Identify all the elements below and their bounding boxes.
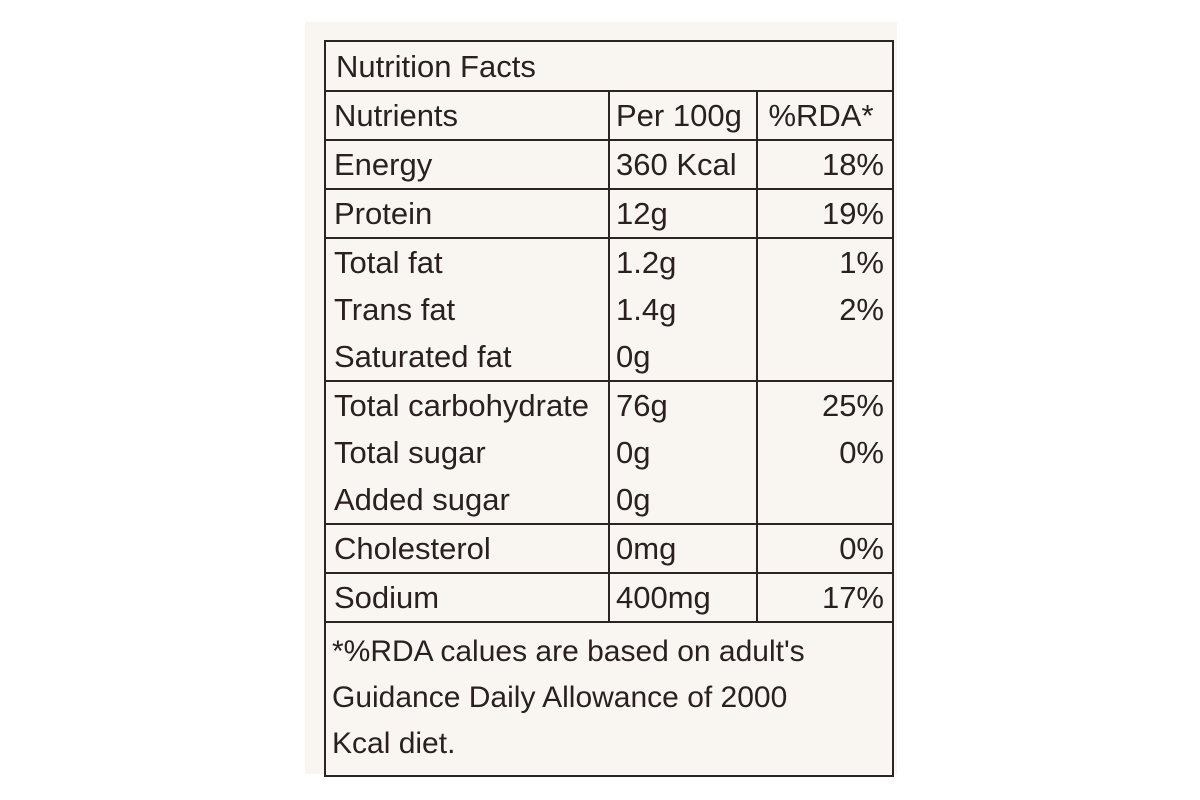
nutrient-amount: 0g	[609, 333, 758, 382]
table-row: Total fat 1.2g 1%	[326, 238, 892, 286]
table-row: Added sugar 0g	[326, 476, 892, 525]
nutrient-name: Added sugar	[326, 476, 610, 525]
nutrient-rda: 0%	[757, 524, 892, 574]
nutrient-name: Total carbohydrate	[326, 381, 610, 429]
table-row: Protein 12g 19%	[326, 189, 892, 239]
header-rda: %RDA*	[757, 92, 892, 141]
nutrient-name: Sodium	[326, 573, 610, 621]
nutrient-amount: 0g	[609, 429, 758, 476]
table-row: Total carbohydrate 76g 25%	[326, 381, 892, 429]
nutrient-amount: 0mg	[609, 524, 758, 574]
nutrient-rda: 25%	[821, 388, 884, 423]
rda-footnote: *%RDA calues are based on adult's Guidan…	[326, 621, 892, 775]
label-title: Nutrition Facts	[336, 48, 536, 84]
nutrient-rda	[757, 476, 892, 525]
nutrient-rda: 1%	[839, 245, 884, 280]
table-row: Total sugar 0g 0%	[326, 429, 892, 476]
nutrient-rda	[757, 333, 892, 382]
footnote-line: Kcal diet.	[332, 727, 456, 760]
nutrient-rda: 0%	[839, 435, 884, 470]
header-nutrients: Nutrients	[326, 92, 610, 141]
table-row: Cholesterol 0mg 0%	[326, 524, 892, 574]
nutrient-name: Protein	[326, 189, 610, 239]
footnote-line: Guidance Daily Allowance of 2000	[332, 681, 788, 714]
label-title-row: Nutrition Facts	[326, 42, 892, 92]
nutrient-amount: 360 Kcal	[609, 140, 758, 190]
header-per-100g: Per 100g	[609, 92, 758, 141]
nutrition-facts-label: Nutrition Facts Nutrients Per 100g %RDA*…	[324, 40, 894, 777]
table-row: Energy 360 Kcal 18%	[326, 140, 892, 190]
nutrient-amount: 1.2g	[609, 238, 758, 286]
nutrient-amount: 0g	[609, 476, 758, 525]
nutrient-amount: 400mg	[609, 573, 758, 621]
nutrient-rda: 2%	[839, 292, 884, 327]
nutrient-name: Trans fat	[326, 286, 610, 333]
nutrient-amount: 76g	[609, 381, 758, 429]
footnote-line: *%RDA calues are based on adult's	[332, 635, 805, 668]
table-header-row: Nutrients Per 100g %RDA*	[326, 92, 892, 141]
nutrient-name: Total sugar	[326, 429, 610, 476]
nutrient-name: Cholesterol	[326, 524, 610, 574]
nutrient-name: Saturated fat	[326, 333, 610, 382]
nutrient-rda: 17%	[821, 580, 884, 615]
nutrient-rda: 18%	[757, 140, 892, 190]
nutrition-table: Nutrients Per 100g %RDA* Energy 360 Kcal…	[326, 92, 892, 621]
nutrient-name: Energy	[326, 140, 610, 190]
nutrient-amount: 12g	[609, 189, 758, 239]
nutrient-rda: 19%	[757, 189, 892, 239]
table-row: Saturated fat 0g	[326, 333, 892, 382]
nutrient-amount: 1.4g	[609, 286, 758, 333]
nutrient-name: Total fat	[326, 238, 610, 286]
table-row: Trans fat 1.4g 2%	[326, 286, 892, 333]
table-row: Sodium 400mg 17%	[326, 573, 892, 621]
